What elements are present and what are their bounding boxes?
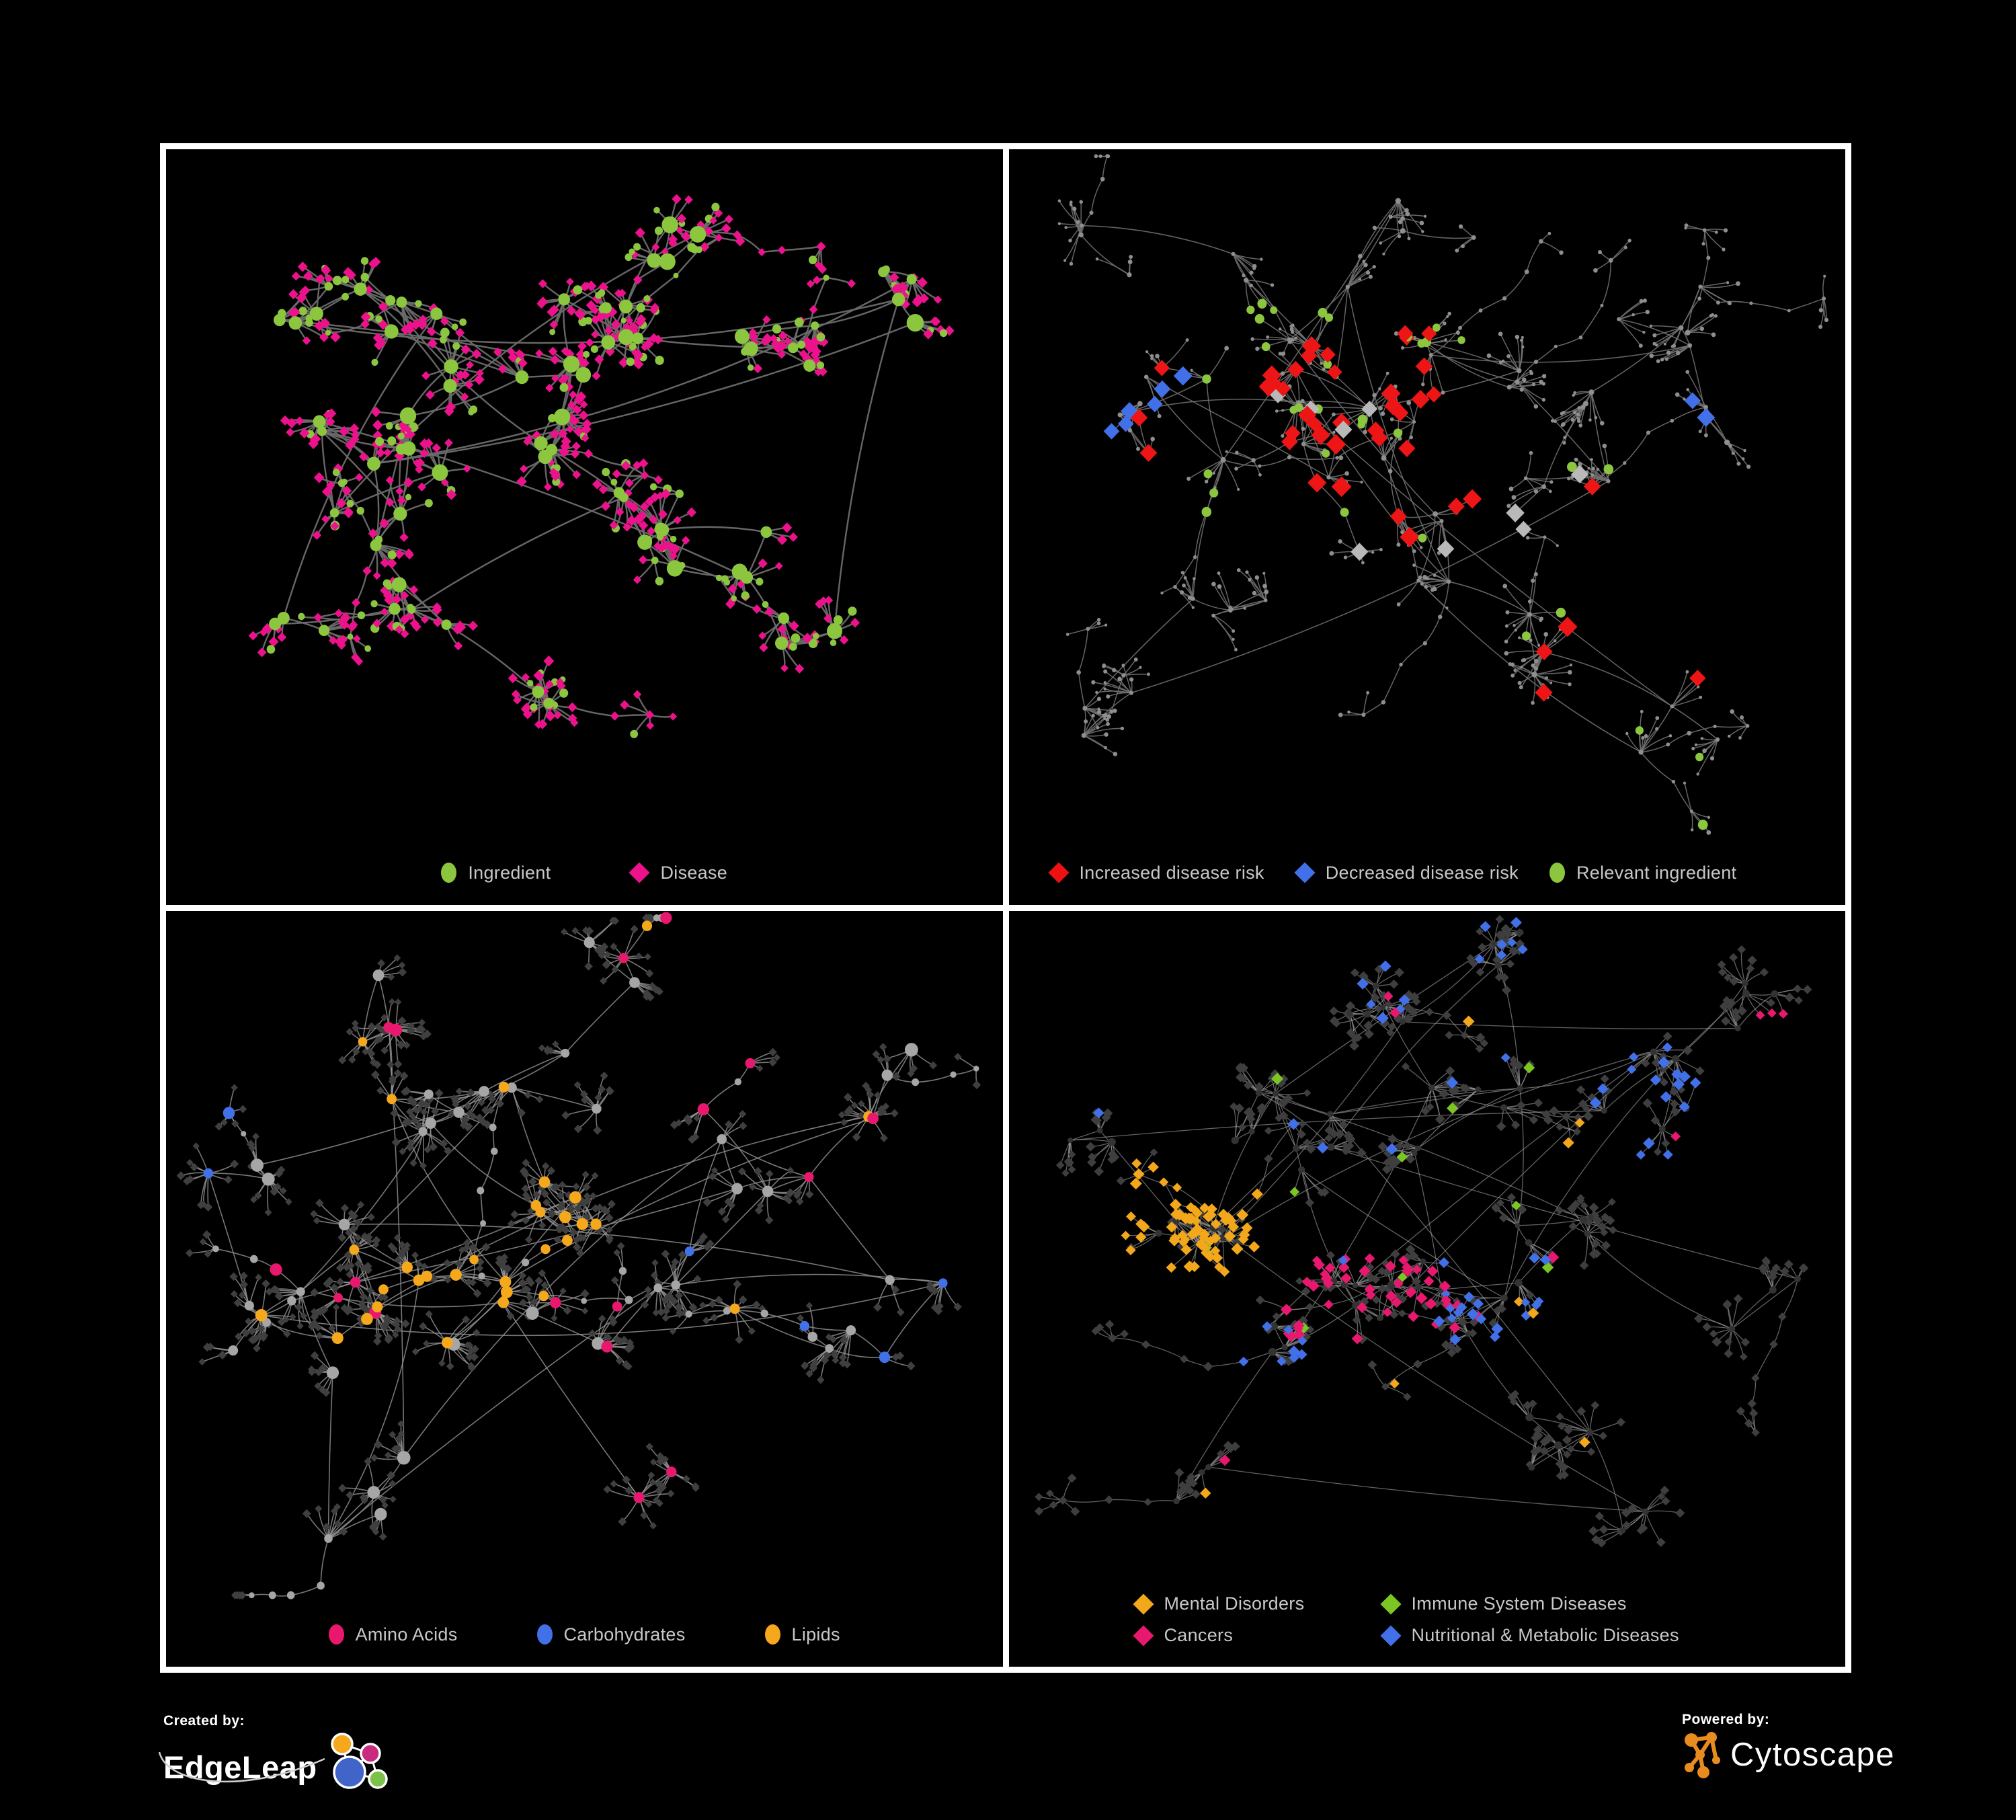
relevant-ingredient-circle-swatch-icon [1549,863,1565,883]
legend-ingredient-disease: Ingredient Disease [166,840,1003,905]
powered-by-label: Powered by: [1682,1712,1770,1727]
legend-item-ingredient: Ingredient [441,863,551,883]
legend-label: Nutritional & Metabolic Diseases [1411,1625,1679,1645]
network-ingredient-disease [248,194,955,738]
legend-label: Decreased disease risk [1325,862,1519,883]
edgeleap-wordmark: EdgeLeap [163,1749,317,1785]
lipids-circle-swatch-icon [764,1624,780,1645]
cytoscape-wordmark: Cytoscape [1730,1736,1896,1773]
legend-item-decreased-disease-risk: Decreased disease risk [1294,862,1519,883]
legend-label: Amino Acids [355,1624,458,1645]
legend-label: Increased disease risk [1079,862,1264,883]
increased-disease-risk-diamond-swatch-icon [1047,862,1070,883]
legend-label: Relevant ingredient [1576,862,1737,883]
legend-item-immune-system-diseases: Immune System Diseases [1379,1593,1846,1615]
panel-disease-risk: Increased disease risk Decreased disease … [1008,149,1846,905]
decreased-disease-risk-diamond-swatch-icon [1294,862,1316,883]
cytoscape-logo-icon [1685,1732,1720,1778]
legend-item-amino-acids: Amino Acids [328,1624,458,1645]
created-by-block: Created by: EdgeLeap [158,1713,405,1802]
legend-label: Lipids [791,1624,840,1645]
legend-item-carbohydrates: Carbohydrates [536,1624,686,1645]
network-nutrient-classes [176,912,981,1599]
legend-item-nutritional-metabolic-diseases: Nutritional & Metabolic Diseases [1379,1624,1846,1647]
amino-acids-circle-swatch-icon [328,1624,344,1645]
cancers-diamond-swatch-icon [1132,1624,1154,1647]
legend-disease-risk: Increased disease risk Decreased disease … [1009,840,1846,905]
immune-system-diseases-diamond-swatch-icon [1379,1593,1402,1615]
legend-item-lipids: Lipids [764,1624,840,1645]
panel-grid: Ingredient Disease Increased disease risk… [160,143,1851,1673]
legend-label: Cancers [1164,1625,1234,1645]
legend-label: Ingredient [468,862,551,883]
legend-item-disease: Disease [629,862,728,883]
legend-label: Mental Disorders [1164,1593,1305,1614]
panel-disease-categories: Mental Disorders Immune System Diseases Ca… [1008,911,1846,1667]
legend-label: Disease [660,862,728,883]
legend-label: Immune System Diseases [1411,1593,1627,1614]
disease-diamond-swatch-icon [629,862,651,883]
legend-item-relevant-ingredient: Relevant ingredient [1549,863,1736,883]
powered-by-block: Powered by: Cytoscape [1682,1712,1895,1779]
carbohydrates-circle-swatch-icon [536,1624,553,1645]
edgeleap-logo-icon [330,1733,388,1789]
legend-nutrient-classes: Amino Acids Carbohydrates Lipids [166,1602,1003,1667]
legend-disease-categories: Mental Disorders Immune System Diseases Ca… [1009,1573,1846,1667]
network-disease-risk [1057,154,1828,835]
panel-ingredient-disease: Ingredient Disease [166,149,1003,905]
created-by-label: Created by: [163,1713,245,1729]
ingredient-circle-swatch-icon [441,863,457,883]
mental-disorders-diamond-swatch-icon [1132,1593,1154,1615]
legend-item-increased-disease-risk: Increased disease risk [1047,862,1264,883]
legend-item-cancers: Cancers [1132,1624,1381,1647]
panel-nutrient-classes: Amino Acids Carbohydrates Lipids [166,911,1003,1667]
nutritional-metabolic-diseases-diamond-swatch-icon [1379,1624,1402,1647]
legend-item-mental-disorders: Mental Disorders [1132,1593,1381,1615]
legend-label: Carbohydrates [563,1624,686,1645]
network-disease-categories [1034,914,1812,1548]
